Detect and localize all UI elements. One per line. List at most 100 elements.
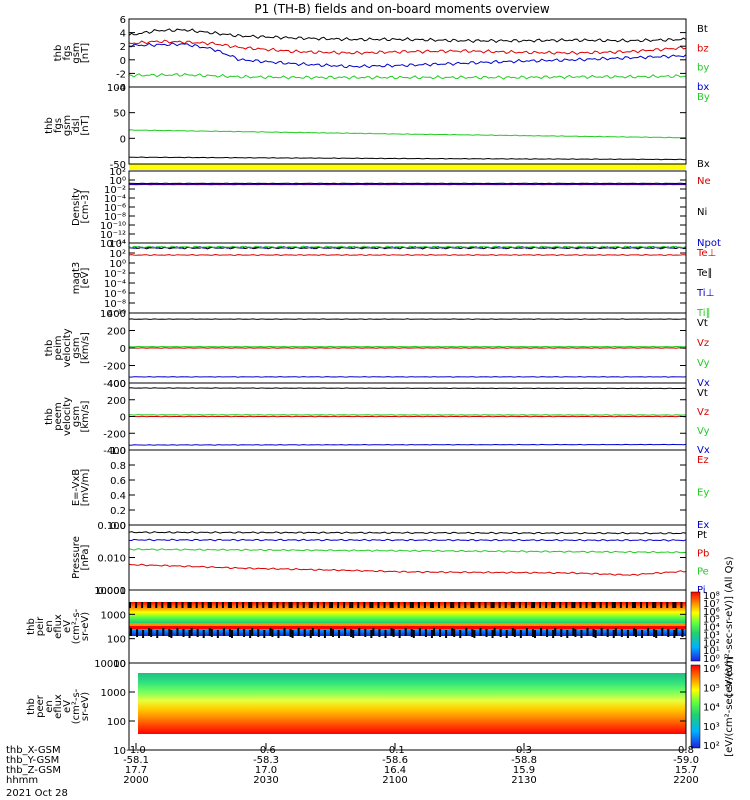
colorbar-tick: 10⁴	[703, 623, 720, 634]
peir-gap	[297, 628, 300, 636]
peir-gap	[142, 630, 145, 638]
peir-gap	[519, 630, 522, 638]
peir-gap	[242, 602, 245, 608]
ylabel-line: [nT]	[80, 43, 91, 63]
peir-gap	[450, 602, 453, 608]
legend-efield-2: Ex	[697, 520, 709, 531]
peir-gap	[302, 602, 305, 608]
xaxis-value: -1.0	[126, 745, 146, 756]
peir-gap	[269, 628, 272, 636]
peir-gap	[439, 629, 442, 637]
colorbar	[690, 664, 701, 749]
ytick-label: 10000	[94, 659, 126, 670]
peir-gap	[149, 602, 152, 608]
peir-gap	[674, 602, 677, 608]
ylabel-line: velocity	[62, 328, 73, 367]
peir-gap	[498, 602, 501, 608]
peir-gap	[208, 628, 211, 636]
ytick-label: -4	[116, 83, 126, 94]
series-peem-3	[128, 443, 687, 446]
peir-gap	[625, 602, 628, 608]
peir-gap	[156, 630, 159, 638]
peir-gap	[227, 602, 230, 608]
ytick-label: -400	[103, 446, 126, 457]
ylabel-line: Density	[71, 188, 82, 226]
peir-gap	[276, 602, 279, 608]
legend-peim-3: Vx	[697, 378, 710, 389]
ylabel-line: gsm	[71, 42, 82, 63]
panel-pressure: 0.100 0.010 0.001 Pressure[nPa] Pt Pb Pe Pi	[71, 521, 709, 597]
peir-gap	[147, 602, 150, 608]
ytick-label: 400	[107, 379, 126, 390]
legend-density-2: Npot	[697, 238, 721, 249]
peir-gap	[308, 602, 311, 608]
xaxis-row-label: thb_Y-GSM	[6, 755, 59, 766]
peir-gap	[634, 602, 636, 608]
peir-gap	[349, 602, 352, 608]
peir-gap	[250, 602, 253, 608]
peir-gap	[512, 602, 515, 608]
ytick-label: 0.001	[97, 586, 126, 597]
xaxis-value: -59.0	[673, 755, 699, 766]
ytick-label: 10⁻⁸	[104, 299, 126, 310]
peir-gap	[430, 630, 433, 638]
peir-gap	[231, 630, 233, 638]
peir-gap	[168, 629, 171, 637]
peir-gap	[667, 629, 670, 637]
peir-gap	[572, 628, 575, 636]
peir-gap	[540, 628, 543, 636]
colorbar-tick: 10³	[703, 630, 720, 641]
legend-fgs-dsl-1: Bx	[697, 159, 710, 170]
peir-gap	[647, 628, 650, 636]
ytick-label: 4	[120, 29, 126, 40]
peir-gap	[409, 602, 412, 608]
ylabel-line: thb	[44, 408, 55, 425]
panel-peir: 10000 1000 100 10 thbpeirenefluxeV(cm²-s-sr-…	[26, 556, 735, 696]
ylabel-line: fgs	[62, 45, 73, 60]
peir-gap	[135, 602, 138, 608]
ytick-label: 10⁻¹⁴	[100, 239, 126, 250]
peir-gap	[585, 602, 588, 608]
ytick-label: 0	[120, 134, 126, 145]
peir-gap	[600, 628, 603, 636]
peir-gap	[478, 602, 481, 608]
peir-gap	[215, 602, 218, 608]
series-pressure-0	[128, 531, 687, 535]
legend-density-0: Ne	[697, 176, 711, 187]
ytick-label: 200	[107, 327, 126, 338]
peir-gap	[383, 602, 386, 608]
legend-pressure-3: Pi	[697, 585, 706, 596]
peir-gap	[613, 602, 616, 608]
ytick-label: 100	[107, 635, 126, 646]
peir-gap	[530, 602, 533, 608]
peir-gap	[490, 602, 493, 608]
ylabel-line: velocity	[62, 397, 73, 436]
peir-gap	[653, 629, 656, 637]
ylabel-line: sr-eV)	[80, 692, 91, 721]
peir-gap	[574, 629, 577, 637]
xaxis-value: -58.8	[511, 755, 537, 766]
ylabel-line: eflux	[53, 614, 64, 639]
xaxis-value: -0.1	[385, 745, 405, 756]
xaxis-value: 0.8	[678, 745, 694, 756]
xaxis-row-label: hhmm	[6, 775, 38, 786]
peir-gap	[493, 628, 496, 636]
peir-gap	[605, 602, 608, 608]
series-peim-3	[128, 376, 687, 378]
peir-gap	[513, 629, 516, 637]
colorbar-tick: 10²	[703, 741, 720, 752]
peir-gap	[411, 602, 414, 608]
xaxis-value: 2000	[123, 775, 148, 786]
peir-gap	[243, 629, 246, 637]
peir-gap	[167, 602, 170, 608]
peir-gap	[511, 628, 514, 636]
peir-gap	[291, 630, 294, 638]
legend-peem-2: Vy	[697, 426, 710, 437]
peir-gap	[222, 628, 225, 636]
peir-gap	[317, 629, 320, 637]
peir-gap	[492, 602, 495, 608]
ytick-label: 10	[113, 746, 126, 757]
